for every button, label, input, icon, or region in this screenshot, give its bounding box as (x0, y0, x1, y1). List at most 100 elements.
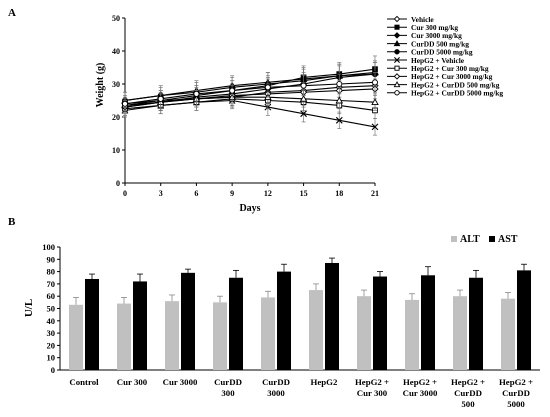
data-point (157, 95, 164, 102)
category-label: CurDD 3000 (262, 377, 290, 398)
x-tick-label: 6 (194, 189, 198, 198)
y-tick-label: 10 (112, 146, 120, 155)
x-tick-label: 9 (230, 189, 234, 198)
series-9 (121, 72, 379, 111)
bar (501, 298, 515, 370)
x-tick-label: 21 (371, 189, 379, 198)
y-tick-label: 60 (47, 291, 56, 301)
panel-b-label: B (8, 216, 16, 228)
category-label-line: Control (69, 377, 99, 387)
category-label-line: HepG2 + (451, 377, 485, 387)
bar (117, 303, 131, 370)
data-point (371, 123, 379, 131)
y-tick-label: 40 (47, 316, 56, 326)
legend-marker (394, 90, 400, 96)
bar (421, 275, 435, 370)
y-tick-label: 40 (112, 47, 120, 56)
category-label: HepG2 + Cur 3000 (403, 377, 438, 398)
category-label: HepG2 + CurDD 500 (451, 377, 485, 409)
series-line (124, 81, 376, 105)
bar (309, 290, 323, 370)
data-point (300, 110, 307, 118)
legend-marker (393, 40, 401, 47)
data-point (193, 90, 200, 97)
enzyme-bar-chart: B 0 10 20 30 40 50 60 70 80 90 100 Control Cur 300 Cu… (8, 216, 540, 409)
legend-marker (393, 15, 401, 23)
legend-entry: Cur 3000 mg/kg (411, 31, 462, 40)
data-point (371, 98, 379, 106)
category-label-line: CurDD (454, 388, 482, 398)
data-point (335, 96, 344, 104)
y-tick-label: 100 (42, 242, 55, 252)
category-label-line: 300 (221, 388, 235, 398)
category-label: HepG2 + Cur 300 (355, 377, 389, 398)
category-label: CurDD 300 (214, 377, 242, 398)
data-point (299, 94, 308, 102)
bar (181, 272, 195, 370)
bar (277, 271, 291, 370)
data-point (336, 80, 343, 87)
legend-entry: Cur 300 mg/kg (411, 23, 458, 32)
data-point (229, 87, 236, 94)
data-point (264, 84, 271, 91)
y-tick-label: 90 (47, 254, 56, 264)
series-line (124, 73, 376, 102)
legend-entry: HepG2 + Cur 300 mg/kg (411, 64, 489, 73)
legend-marker (393, 73, 401, 80)
bar (229, 277, 243, 370)
category-label-line: CurDD (502, 388, 530, 398)
y-tick-label: 20 (112, 113, 120, 122)
category-label-line: HepG2 + (499, 377, 533, 387)
category-label-line: CurDD (214, 377, 242, 387)
x-tick-label: 0 (123, 189, 127, 198)
bar (213, 302, 227, 370)
legend-marker (393, 81, 401, 88)
category-label: Cur 300 (117, 377, 148, 387)
category-label-line: HepG2 (311, 377, 338, 387)
series-line (124, 68, 376, 106)
legend-swatch (489, 236, 495, 242)
x-tick-label: 15 (300, 189, 308, 198)
x-tick-label: 18 (335, 189, 343, 198)
legend-entry: HepG2 + CurDD 500 mg/kg (411, 80, 500, 89)
category-label-line: Cur 3000 (403, 388, 438, 398)
legend-marker (393, 32, 401, 39)
bar (133, 281, 147, 370)
legend-entry: Vehicle (411, 15, 434, 24)
category-label-line: CurDD (262, 377, 290, 387)
panel-b-y-axis-label: U/L (23, 299, 35, 317)
x-tick-label: 3 (159, 189, 163, 198)
category-label-line: HepG2 + (355, 377, 389, 387)
bar (405, 299, 419, 370)
bar (357, 296, 371, 370)
category-label-line: Cur 3000 (163, 377, 198, 387)
bar (69, 304, 83, 370)
category-label-line: 500 (461, 399, 475, 409)
data-point (300, 82, 307, 89)
legend-entry: HepG2 + Cur 3000 mg/kg (411, 72, 493, 81)
category-label-line: Cur 300 (117, 377, 148, 387)
y-tick-label: 50 (47, 304, 56, 314)
legend-marker (394, 65, 400, 71)
y-tick-label: 10 (47, 353, 56, 363)
panel-b-legend: ALT AST (451, 234, 518, 245)
series-line (124, 98, 376, 111)
y-tick-label: 50 (112, 14, 120, 23)
bar (325, 262, 339, 370)
legend-entry: ALT (460, 234, 480, 245)
bar (517, 270, 531, 370)
bar-series-1 (85, 257, 531, 370)
series-line (124, 96, 376, 106)
category-label: HepG2 (311, 377, 338, 387)
legend-entry: HepG2 + Vehicle (411, 56, 465, 65)
bar (85, 278, 99, 370)
y-tick-label: 70 (47, 279, 56, 289)
bar (261, 297, 275, 370)
panel-a-x-axis-label: Days (239, 203, 260, 214)
legend-entry: CurDD 5000 mg/kg (411, 48, 473, 57)
legend-marker (394, 49, 400, 55)
category-label-line: 5000 (507, 399, 525, 409)
panel-a-label: A (8, 7, 16, 19)
